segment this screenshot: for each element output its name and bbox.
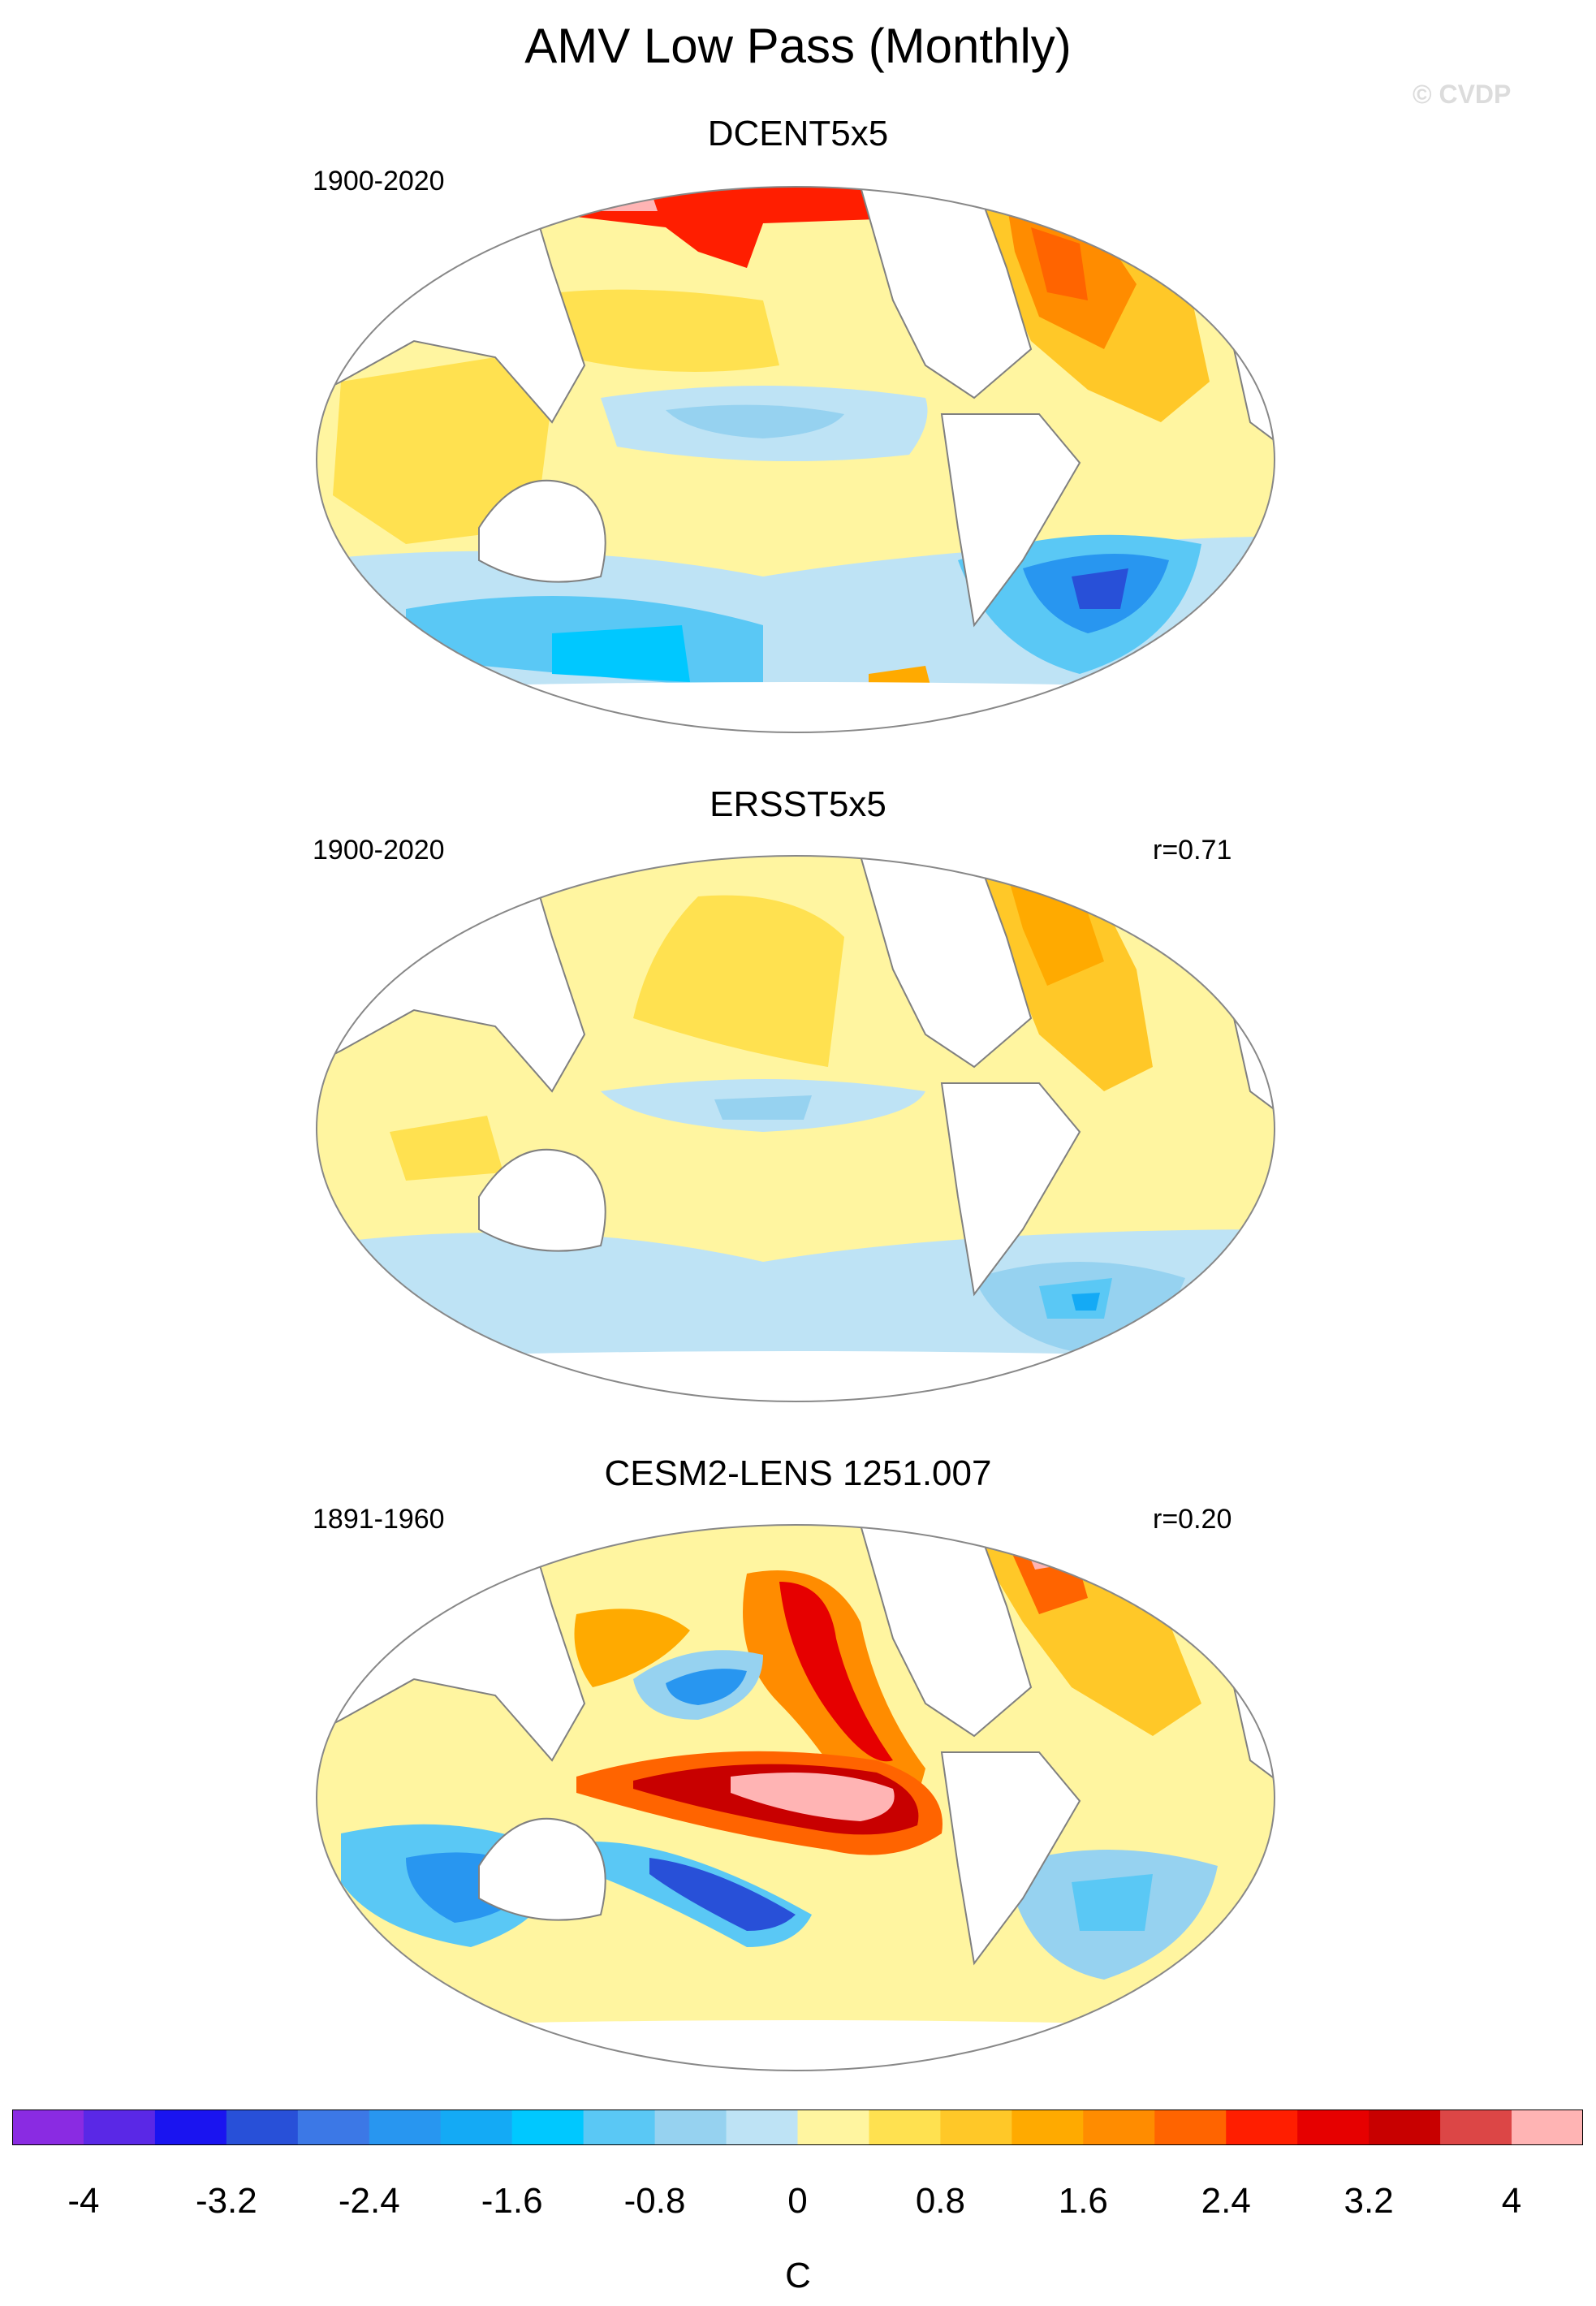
colorbar-swatch (1512, 2110, 1584, 2145)
colorbar-swatch (583, 2110, 656, 2145)
panel-3-globe-outline (316, 1524, 1275, 2071)
colorbar-tick-label: 3.2 (1344, 2181, 1394, 2221)
panel-3-antarctic-mask (317, 2020, 1275, 2071)
panel-3-land-australia (478, 1817, 606, 1921)
colorbar-swatch (154, 2110, 227, 2145)
panel-2-antarctic-mask (317, 1351, 1275, 1401)
watermark: © CVDP (1413, 80, 1512, 109)
panel-1-eq-cool-core (666, 404, 844, 438)
colorbar-swatch (226, 2110, 299, 2145)
colorbar-swatch (297, 2110, 370, 2145)
colorbar-tick-label: 1.6 (1058, 2181, 1108, 2221)
panel-2-satl-peak (1072, 1293, 1100, 1311)
colorbar-swatch (83, 2110, 156, 2145)
panel-3-land-south-america (940, 1751, 1081, 1966)
colorbar-tick-label: 0 (787, 2181, 808, 2221)
panel-1-period: 1900-2020 (313, 166, 445, 196)
panel-2-title: ERSST5x5 (710, 784, 886, 824)
panel-3-correlation: r=0.20 (1153, 1504, 1232, 1535)
colorbar-tick-label: 0.8 (915, 2181, 965, 2221)
panel-1-globe-outline (316, 186, 1275, 733)
colorbar-swatch (1297, 2110, 1370, 2145)
colorbar (12, 2110, 1584, 2145)
colorbar-swatch (1226, 2110, 1298, 2145)
panel-2-map (308, 823, 1283, 1424)
panel-1-map (308, 154, 1283, 755)
panel-2-period: 1900-2020 (313, 835, 445, 866)
colorbar-swatch (940, 2110, 1012, 2145)
panel-2-indian-warm (390, 1116, 503, 1181)
colorbar-tick-label: 4 (1501, 2181, 1522, 2221)
colorbar-tick-label: -4 (67, 2181, 100, 2221)
panel-3-spcz-core (649, 1858, 796, 1931)
colorbar-swatch (369, 2110, 442, 2145)
panel-2-correlation: r=0.71 (1153, 835, 1232, 866)
panel-2-land-south-america (940, 1082, 1081, 1297)
colorbar-tick-label: -3.2 (195, 2181, 257, 2221)
colorbar-tick-label: -2.4 (338, 2181, 400, 2221)
panel-1-atl-peak (1031, 227, 1088, 300)
panel-3-cnpac-core (666, 1669, 747, 1705)
panel-3-map (308, 1492, 1283, 2093)
colorbar-swatches (12, 2110, 1584, 2145)
panel-2-npac-warm (633, 895, 844, 1067)
colorbar-swatch (1440, 2110, 1512, 2145)
panel-1-arctic-peak (552, 187, 658, 211)
panel-1-land-australia (478, 479, 606, 583)
panel-2-globe-outline (316, 855, 1275, 1402)
colorbar-border (12, 2110, 1583, 2145)
colorbar-swatch (654, 2110, 727, 2145)
colorbar-swatch (1154, 2110, 1227, 2145)
panel-1-title: DCENT5x5 (707, 114, 889, 153)
colorbar-tick-labels: -4 -3.2 -2.4 -1.6 -0.8 0 0.8 1.6 2.4 3.2 4 (0, 2181, 1596, 2230)
panel-1-indian-warm (333, 357, 552, 544)
panel-3-period: 1891-1960 (313, 1504, 445, 1535)
panel-3-nepac-core (779, 1582, 893, 1762)
colorbar-swatch (1369, 2110, 1441, 2145)
panel-1-satl-core (1072, 568, 1128, 609)
colorbar-swatch (726, 2110, 798, 2145)
colorbar-tick-label: 2.4 (1201, 2181, 1251, 2221)
figure-title: AMV Low Pass (Monthly) (524, 19, 1072, 73)
panel-3-trop-peak (731, 1773, 895, 1821)
panel-3-satl-core (1072, 1874, 1153, 1931)
panel-1-npac-warm (560, 289, 779, 372)
panel-2-eq-core (714, 1095, 812, 1120)
panel-3-title: CESM2-LENS 1251.007 (604, 1453, 992, 1493)
colorbar-swatch (797, 2110, 869, 2145)
colorbar-swatch (12, 2110, 84, 2145)
colorbar-swatch (511, 2110, 584, 2145)
colorbar-swatch (1012, 2110, 1084, 2145)
panel-1-antarctic-mask (317, 682, 1275, 732)
colorbar-swatch (440, 2110, 513, 2145)
colorbar-swatch (869, 2110, 941, 2145)
colorbar-units: C (785, 2256, 811, 2295)
panel-1-so-core (552, 625, 690, 682)
colorbar-tick-label: -1.6 (481, 2181, 543, 2221)
panel-1-land-south-america (940, 413, 1081, 628)
colorbar-tick-label: -0.8 (623, 2181, 686, 2221)
panel-3-kuroshio-warm (574, 1609, 690, 1687)
panel-2-land-australia (478, 1148, 606, 1252)
colorbar-swatch (1083, 2110, 1155, 2145)
